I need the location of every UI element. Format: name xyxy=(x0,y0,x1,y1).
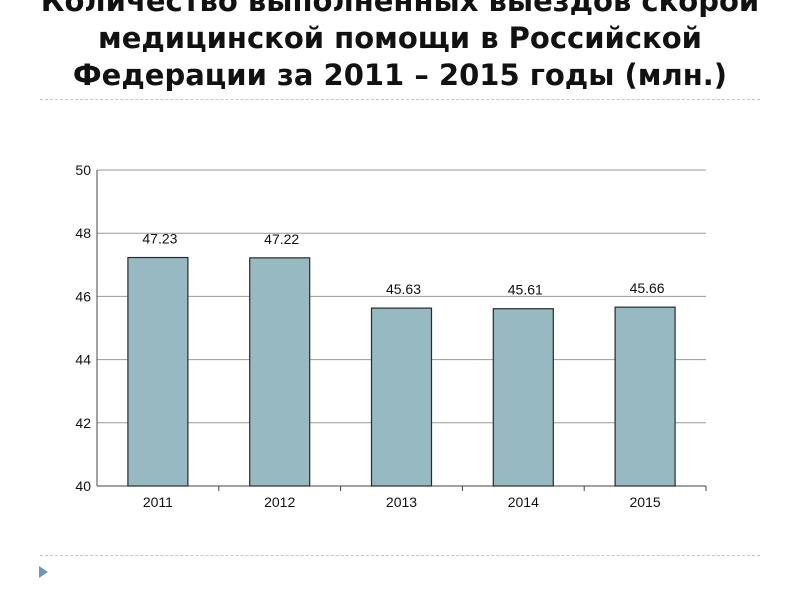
footer-divider xyxy=(40,555,760,556)
y-tick-label: 42 xyxy=(75,415,91,431)
next-slide-arrow-icon[interactable] xyxy=(39,566,48,578)
y-tick-label: 46 xyxy=(75,288,91,304)
y-tick-label: 48 xyxy=(75,225,91,241)
x-tick-label-2013: 2013 xyxy=(386,494,417,510)
slide-title: Количество выполненных выездов скорой ме… xyxy=(40,0,760,92)
x-tick-label-2014: 2014 xyxy=(508,494,539,510)
y-tick-label: 40 xyxy=(75,478,91,494)
y-tick-label: 50 xyxy=(75,162,91,178)
data-label-2015: 45.66 xyxy=(630,280,665,296)
y-tick-label: 44 xyxy=(75,352,91,368)
x-tick-label-2015: 2015 xyxy=(630,494,661,510)
data-label-2014: 45.61 xyxy=(508,282,543,298)
x-tick-label-2012: 2012 xyxy=(264,494,295,510)
bar-2011 xyxy=(127,256,189,487)
title-divider xyxy=(40,99,760,100)
data-label-2011: 47.23 xyxy=(142,231,177,247)
bar-2014 xyxy=(492,308,554,487)
bar-2013 xyxy=(370,307,433,487)
data-label-2012: 47.22 xyxy=(264,231,299,247)
data-label-2013: 45.63 xyxy=(386,281,421,297)
bar-2012 xyxy=(249,257,311,487)
bar-2015 xyxy=(614,306,676,487)
x-tick-label-2011: 2011 xyxy=(143,494,173,510)
